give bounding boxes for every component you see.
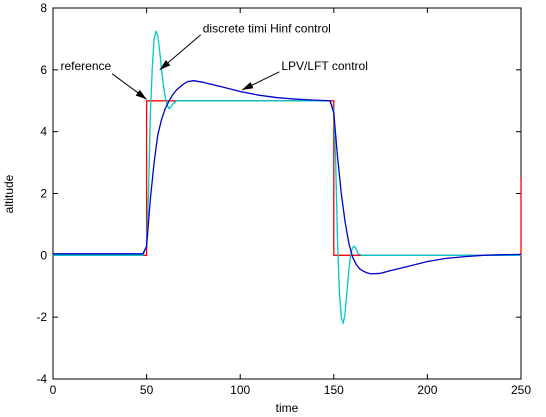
annotations: reference discrete timi Hinf control LPV/L… <box>60 22 368 100</box>
annotation-arrowhead-1 <box>135 89 147 100</box>
x-tick-label: 100 <box>230 383 250 397</box>
y-tick-label: 4 <box>40 125 47 139</box>
plot-area <box>52 7 522 380</box>
y-tick-label: 6 <box>40 63 47 77</box>
annotation-label-3: LPV/LFT control <box>281 59 367 73</box>
x-tick-label: 250 <box>511 383 531 397</box>
annotation-arrowhead-3 <box>242 81 254 90</box>
x-axis-label: time <box>276 401 299 415</box>
y-tick-label: 0 <box>40 248 47 262</box>
y-axis-label: altitude <box>2 174 16 213</box>
x-tick-label: 150 <box>324 383 344 397</box>
x-tick-label: 0 <box>50 383 57 397</box>
annotation-label-1: reference <box>60 59 111 73</box>
series-lines <box>53 30 522 325</box>
y-tick-label: 2 <box>40 187 47 201</box>
annotation-arrowhead-2 <box>159 60 171 70</box>
y-tick-label: 8 <box>40 1 47 15</box>
x-tick-label: 50 <box>140 383 154 397</box>
y-tick-label: -4 <box>36 372 47 386</box>
annotation-label-2: discrete timi Hinf control <box>203 22 331 36</box>
y-tick-label: -2 <box>36 310 47 324</box>
axis-ticks: 0 50 100 150 200 250 -4 -2 0 2 4 6 8 <box>36 1 531 397</box>
series-line-3 <box>53 80 522 275</box>
series-line-2 <box>53 30 521 325</box>
x-tick-label: 200 <box>417 383 437 397</box>
